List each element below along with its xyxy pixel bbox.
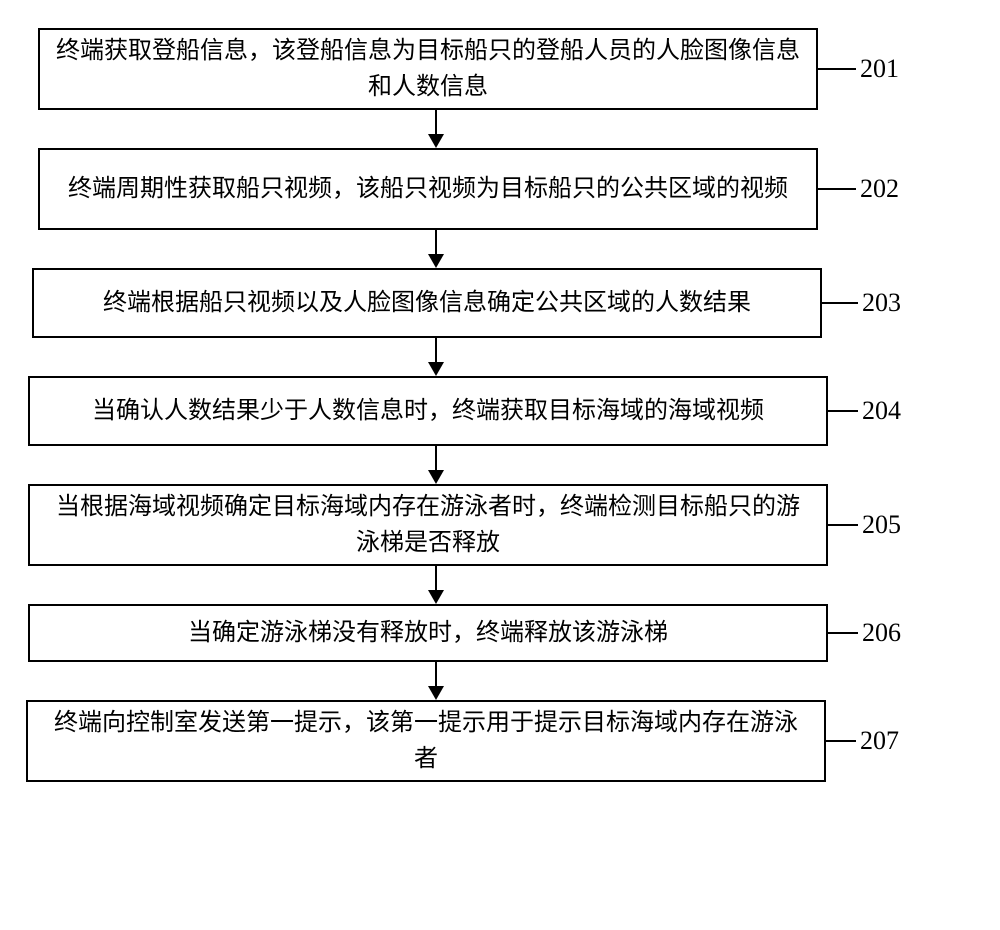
step-box-205: 当根据海域视频确定目标海域内存在游泳者时，终端检测目标船只的游泳梯是否释放 (28, 484, 828, 566)
step-row-206: 当确定游泳梯没有释放时，终端释放该游泳梯 206 (38, 604, 958, 662)
v-line (435, 446, 437, 470)
step-label-202: 202 (860, 174, 899, 204)
arrow-head (428, 254, 444, 268)
connector-204 (828, 410, 858, 412)
arrow-head (428, 470, 444, 484)
v-line (435, 566, 437, 590)
h-line (828, 524, 858, 526)
arrow-203-204 (428, 338, 444, 376)
v-line (435, 230, 437, 254)
connector-205 (828, 524, 858, 526)
step-label-204: 204 (862, 396, 901, 426)
step-row-204: 当确认人数结果少于人数信息时，终端获取目标海域的海域视频 204 (38, 376, 958, 446)
connector-201 (818, 68, 856, 70)
step-box-204: 当确认人数结果少于人数信息时，终端获取目标海域的海域视频 (28, 376, 828, 446)
arrow-head (428, 362, 444, 376)
step-box-202: 终端周期性获取船只视频，该船只视频为目标船只的公共区域的视频 (38, 148, 818, 230)
arrow-head (428, 134, 444, 148)
connector-207 (826, 740, 856, 742)
arrow-204-205 (428, 446, 444, 484)
v-line (435, 110, 437, 134)
step-label-201: 201 (860, 54, 899, 84)
h-line (818, 68, 856, 70)
flowchart-container: 终端获取登船信息，该登船信息为目标船只的登船人员的人脸图像信息和人数信息 201… (38, 28, 958, 782)
arrow-head (428, 590, 444, 604)
step-row-202: 终端周期性获取船只视频，该船只视频为目标船只的公共区域的视频 202 (38, 148, 958, 230)
v-line (435, 662, 437, 686)
h-line (822, 302, 858, 304)
arrow-206-207 (428, 662, 444, 700)
arrow-205-206 (428, 566, 444, 604)
connector-203 (822, 302, 858, 304)
h-line (828, 632, 858, 634)
v-line (435, 338, 437, 362)
arrow-202-203 (428, 230, 444, 268)
step-box-203: 终端根据船只视频以及人脸图像信息确定公共区域的人数结果 (32, 268, 822, 338)
h-line (826, 740, 856, 742)
arrow-head (428, 686, 444, 700)
h-line (818, 188, 856, 190)
step-row-203: 终端根据船只视频以及人脸图像信息确定公共区域的人数结果 203 (38, 268, 958, 338)
step-row-205: 当根据海域视频确定目标海域内存在游泳者时，终端检测目标船只的游泳梯是否释放 20… (38, 484, 958, 566)
step-row-207: 终端向控制室发送第一提示，该第一提示用于提示目标海域内存在游泳者 207 (38, 700, 958, 782)
connector-202 (818, 188, 856, 190)
step-box-207: 终端向控制室发送第一提示，该第一提示用于提示目标海域内存在游泳者 (26, 700, 826, 782)
step-box-206: 当确定游泳梯没有释放时，终端释放该游泳梯 (28, 604, 828, 662)
step-label-207: 207 (860, 726, 899, 756)
step-box-201: 终端获取登船信息，该登船信息为目标船只的登船人员的人脸图像信息和人数信息 (38, 28, 818, 110)
step-row-201: 终端获取登船信息，该登船信息为目标船只的登船人员的人脸图像信息和人数信息 201 (38, 28, 958, 110)
h-line (828, 410, 858, 412)
step-label-203: 203 (862, 288, 901, 318)
arrow-201-202 (428, 110, 444, 148)
step-label-205: 205 (862, 510, 901, 540)
step-label-206: 206 (862, 618, 901, 648)
connector-206 (828, 632, 858, 634)
